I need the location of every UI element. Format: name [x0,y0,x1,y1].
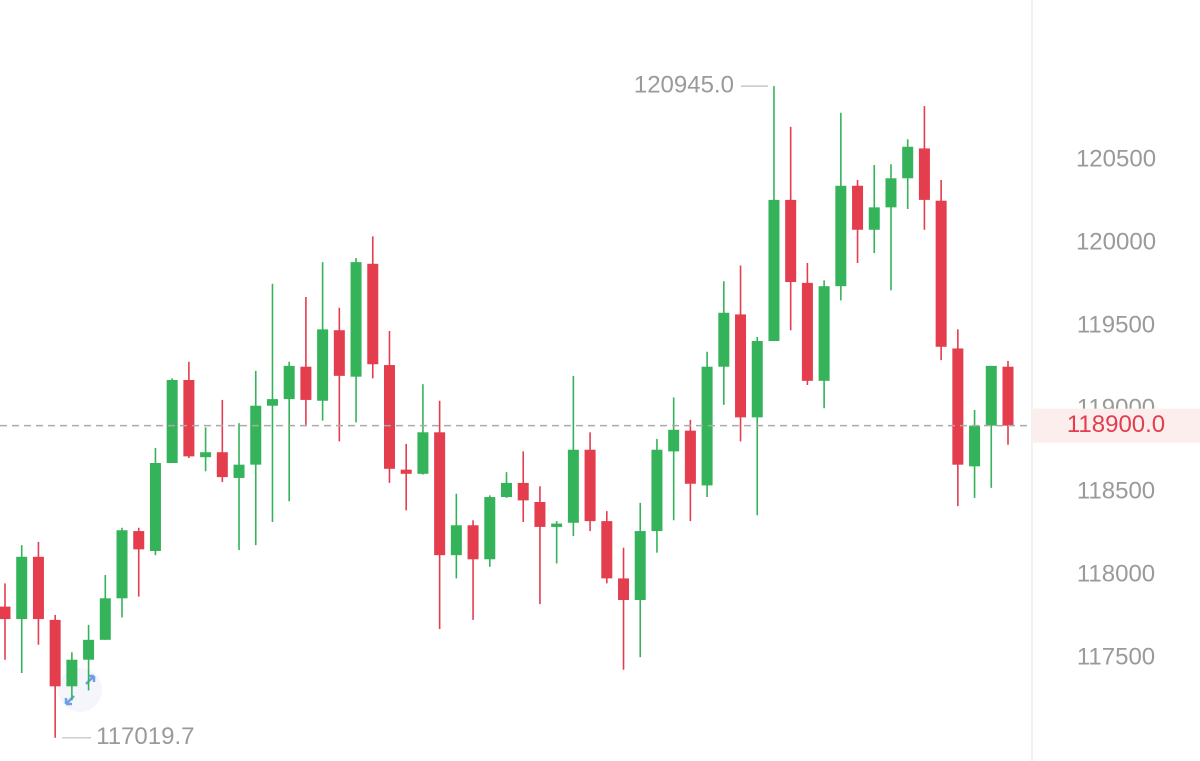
candle-body [785,199,797,283]
candle-body [534,502,546,527]
annotation-label: 117019.7 [96,723,194,750]
candle-body [735,314,747,418]
current-price-label: 118900.0 [1067,411,1165,438]
candle-body [835,185,847,287]
candle-body [985,365,997,426]
candle-body [634,531,646,600]
candle-body [484,497,496,560]
candle-body [367,263,379,365]
candle-body [300,366,312,400]
candle-body [969,425,981,467]
y-tick-label: 120000 [1076,228,1156,255]
candle-body [66,659,78,687]
candle-body [417,432,429,474]
candle-body [333,330,345,376]
candle-body [751,340,763,418]
candle-body [935,200,947,347]
y-tick-label: 119500 [1077,311,1155,338]
y-tick-label: 117500 [1077,643,1155,670]
candle-body [801,282,813,381]
candle-body [183,380,195,457]
candle-body [266,399,278,406]
candle-body [434,432,446,556]
annotation-label: 120945.0 [634,72,734,99]
candle-body [952,348,964,465]
current-price-box [1033,408,1200,443]
candle-body [852,185,864,230]
candle-body [16,556,28,620]
candle-body [517,482,529,501]
candle-body [200,452,212,458]
candle-body [601,521,613,579]
y-tick-label: 118000 [1077,560,1155,587]
candle-body [32,556,44,620]
candle-body [668,429,680,452]
candle-body [99,598,111,640]
candle-body [651,449,663,532]
candle-body [701,366,713,486]
candle-body [584,449,596,522]
y-tick-label: 120500 [1076,145,1156,172]
icon-bg [58,668,102,712]
candle-body [250,405,262,465]
candle-body [0,606,11,620]
candle-body [133,531,145,550]
candle-body [567,449,579,523]
candle-body [216,452,228,478]
candle-body [885,178,897,208]
candle-body [768,199,780,341]
expand-icon[interactable] [58,668,102,712]
candle-body [501,482,512,498]
candle-body [551,523,563,527]
candle-body [902,146,914,179]
candle-body [317,329,329,401]
candle-body [83,639,95,660]
candle-body [149,463,161,551]
icon-arrows [64,674,96,706]
candle-body [1002,366,1014,426]
candle-body [283,365,295,400]
candle-body [350,262,362,377]
candle-body [918,148,930,200]
candle-body [233,464,245,478]
candle-body [718,312,730,367]
candle-body [684,430,696,484]
candle-body [400,469,412,474]
candle-body [467,525,479,560]
candle-body [383,365,395,469]
candle-body [116,530,128,599]
candle-body [868,207,880,230]
candle-body [818,286,830,381]
candle-body [450,525,462,556]
candle-body [49,619,61,687]
y-tick-label: 118500 [1077,477,1155,504]
candle-body [618,578,630,600]
candle-body [166,380,178,464]
